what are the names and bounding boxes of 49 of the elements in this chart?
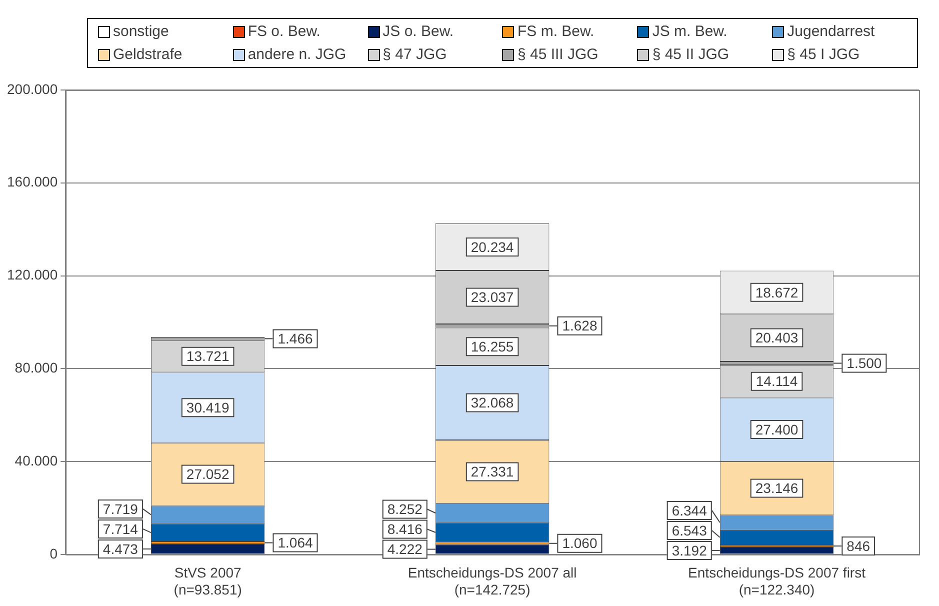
legend-label: Jugendarrest	[787, 23, 875, 40]
data-label: 6.344	[672, 502, 708, 518]
data-label: 16.255	[470, 338, 514, 354]
y-tick-label: 120.000	[6, 266, 58, 283]
data-label: 6.543	[672, 522, 708, 538]
legend-label: FS m. Bew.	[517, 23, 594, 40]
data-label: 8.252	[387, 501, 423, 518]
y-tick-label: 0	[50, 545, 58, 562]
legend-label: § 45 III JGG	[517, 46, 598, 63]
x-tick-label: Entscheidungs-DS 2007 all (n=142.725)	[408, 564, 577, 598]
legend-label: § 45 II JGG	[652, 46, 730, 63]
legend-label: FS o. Bew.	[248, 23, 320, 40]
legend-label: andere n. JGG	[248, 46, 346, 63]
legend-label: JS o. Bew.	[382, 23, 454, 40]
legend-label: JS m. Bew.	[652, 23, 728, 40]
data-label: 1.500	[846, 355, 882, 372]
legend-label: sonstige	[113, 23, 169, 40]
data-label: 1.064	[278, 534, 313, 551]
data-label: 20.403	[755, 330, 798, 346]
y-tick-label: 160.000	[6, 174, 58, 190]
data-label: 8.416	[387, 521, 423, 538]
data-label: 4.473	[102, 540, 138, 557]
data-label: 27.052	[186, 466, 230, 482]
data-label: 846	[846, 538, 870, 554]
data-label: 30.419	[186, 399, 230, 416]
data-label: 7.714	[102, 520, 138, 537]
data-label: 1.628	[562, 318, 598, 334]
data-label: 13.721	[186, 348, 230, 364]
legend-label: § 47 JGG	[382, 46, 447, 63]
data-label: 7.719	[102, 500, 138, 517]
data-label: 3.192	[672, 542, 708, 558]
data-label: 18.672	[755, 284, 798, 300]
legend-label: § 45 I JGG	[787, 46, 860, 63]
y-tick-label: 40.000	[14, 452, 58, 468]
x-tick-label: Entscheidungs-DS 2007 first (n=122.340)	[688, 564, 866, 598]
data-label: 32.068	[470, 394, 514, 411]
x-tick-label: StVS 2007 (n=93.851)	[174, 564, 242, 598]
legend-label: Geldstrafe	[113, 46, 182, 63]
data-label: 1.060	[562, 535, 598, 552]
y-tick-label: 200.000	[6, 80, 58, 97]
data-label: 23.037	[470, 289, 514, 306]
data-label: 27.400	[755, 421, 798, 438]
data-label: 14.114	[756, 373, 798, 390]
data-label: 20.234	[470, 238, 514, 255]
data-label: 27.331	[470, 464, 514, 480]
data-label: 23.146	[755, 480, 798, 496]
data-label: 4.222	[387, 541, 423, 558]
data-label: 1.466	[278, 330, 313, 347]
y-tick-label: 80.000	[14, 360, 58, 376]
